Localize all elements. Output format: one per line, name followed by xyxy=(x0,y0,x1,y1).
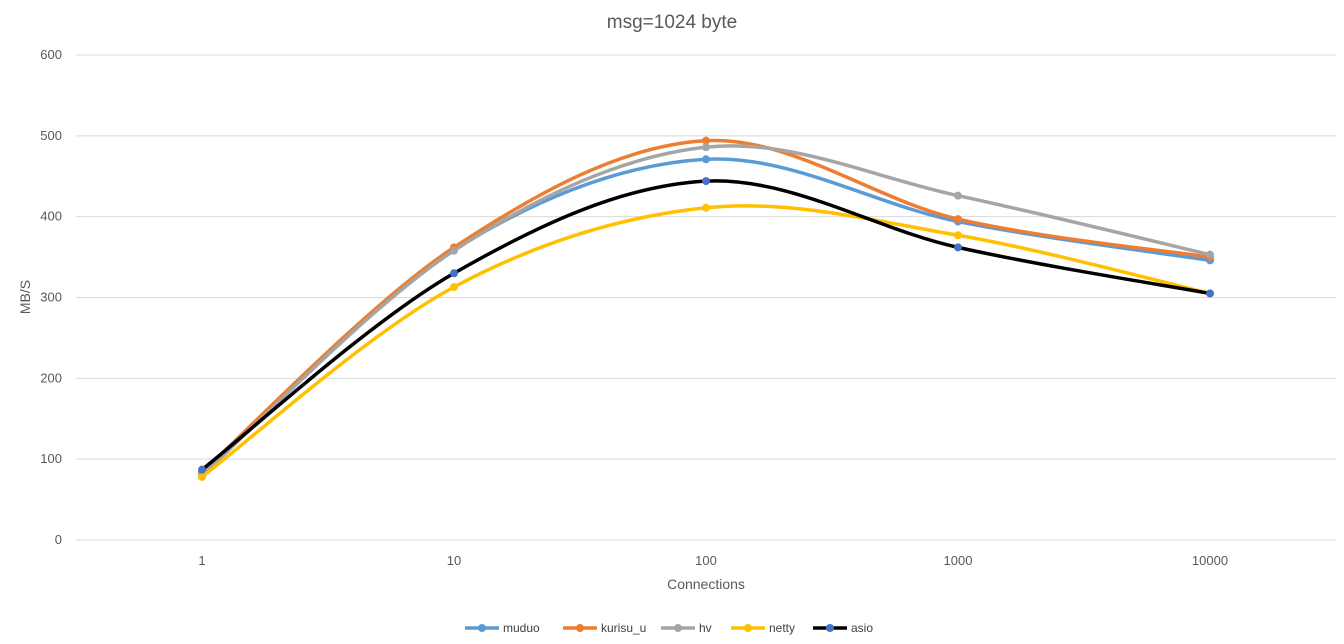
legend-item-kurisu_u[interactable]: kurisu_u xyxy=(563,621,646,635)
gridlines xyxy=(76,54,1336,541)
legend-item-hv[interactable]: hv xyxy=(661,621,712,635)
y-tick-label: 200 xyxy=(40,370,62,385)
legend-item-netty[interactable]: netty xyxy=(731,621,795,635)
legend-label: asio xyxy=(851,621,873,635)
data-point xyxy=(954,243,962,252)
data-point xyxy=(1206,289,1214,298)
series-group xyxy=(198,136,1214,481)
series-hv xyxy=(198,143,1214,480)
y-tick-label: 600 xyxy=(40,47,62,62)
x-tick-label: 100 xyxy=(695,553,717,568)
y-axis-label: MB/S xyxy=(17,280,33,314)
data-point xyxy=(450,269,458,278)
series-line xyxy=(200,179,1212,472)
data-point xyxy=(702,177,710,186)
legend-swatch-marker xyxy=(674,624,682,632)
data-point xyxy=(450,246,458,255)
legend-swatch-marker xyxy=(576,624,584,632)
series-kurisu_u xyxy=(198,136,1214,477)
data-point xyxy=(954,191,962,200)
legend-label: hv xyxy=(699,621,712,635)
legend-swatch-marker xyxy=(826,624,834,632)
y-tick-label: 100 xyxy=(40,451,62,466)
series-muduo xyxy=(198,155,1214,478)
series-line xyxy=(200,204,1212,479)
series-line xyxy=(200,138,1212,474)
x-tick-label: 1000 xyxy=(944,553,973,568)
data-point xyxy=(198,472,206,481)
x-tick-label: 10000 xyxy=(1192,553,1228,568)
legend-label: muduo xyxy=(503,621,540,635)
x-axis-label: Connections xyxy=(667,576,745,592)
series-asio xyxy=(198,177,1214,474)
x-tick-label: 1 xyxy=(198,553,205,568)
y-tick-label: 0 xyxy=(55,532,62,547)
legend-label: kurisu_u xyxy=(601,621,646,635)
legend-label: netty xyxy=(769,621,795,635)
y-axis-ticks: 0 100 200 300 400 500 600 xyxy=(40,47,62,547)
data-point xyxy=(1206,250,1214,259)
series-netty xyxy=(198,203,1214,481)
y-tick-label: 400 xyxy=(40,209,62,224)
series-line xyxy=(200,144,1212,478)
data-point xyxy=(198,465,206,474)
legend[interactable]: muduo kurisu_u hv netty asio xyxy=(465,621,873,635)
data-point xyxy=(702,136,710,145)
data-point xyxy=(702,203,710,212)
data-point xyxy=(450,282,458,291)
legend-swatch-marker xyxy=(744,624,752,632)
x-tick-label: 10 xyxy=(447,553,461,568)
legend-swatch-marker xyxy=(478,624,486,632)
y-tick-label: 300 xyxy=(40,290,62,305)
legend-item-asio[interactable]: asio xyxy=(813,621,873,635)
x-axis-ticks: 1 10 100 1000 10000 xyxy=(198,553,1228,568)
data-point xyxy=(702,155,710,164)
y-tick-label: 500 xyxy=(40,128,62,143)
chart-title: msg=1024 byte xyxy=(607,12,737,33)
legend-item-muduo[interactable]: muduo xyxy=(465,621,540,635)
data-point xyxy=(954,215,962,224)
data-point xyxy=(954,231,962,240)
data-point xyxy=(702,143,710,152)
